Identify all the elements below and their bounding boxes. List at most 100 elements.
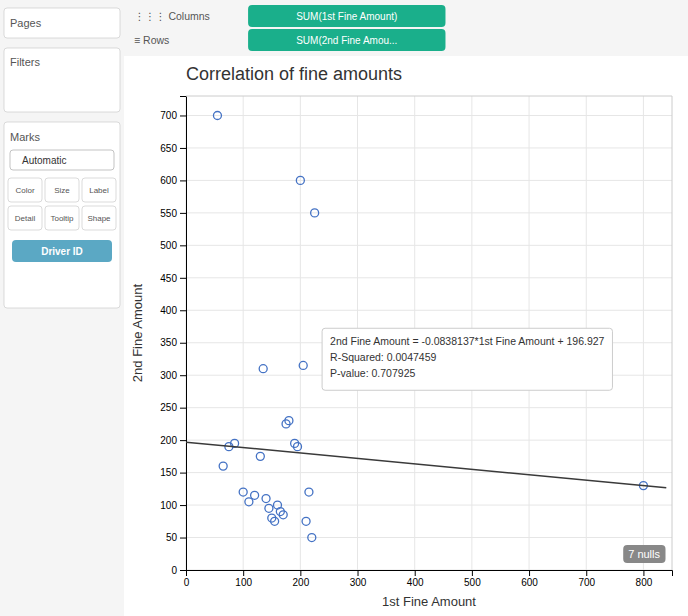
tick-mark (180, 115, 186, 116)
tick-label: 550 (160, 208, 177, 219)
tick: 100 (235, 570, 252, 588)
scatter-point (279, 511, 287, 519)
tick-label: 0 (184, 577, 190, 588)
toolbar-label: ≡ Rows (134, 34, 169, 46)
grid-line (186, 212, 672, 213)
marks-button[interactable] (82, 178, 116, 202)
scatter-point (308, 534, 316, 542)
tick-label: 300 (160, 370, 177, 381)
tooltip-annotation: 2nd Fine Amount = -0.0838137*1st Fine Am… (322, 328, 612, 390)
tick: 250 (160, 402, 186, 413)
sidebar-background (0, 0, 124, 616)
nulls-badge-box[interactable] (623, 545, 665, 563)
grid-line (186, 245, 672, 246)
y-axis-line (180, 97, 187, 571)
grid-line (186, 147, 672, 148)
grid-line (186, 505, 672, 506)
grid-line (186, 115, 672, 116)
tick: 700 (160, 110, 186, 121)
field-pill[interactable] (12, 240, 112, 262)
toolbar-label: SUM(1st Fine Amount) (296, 11, 397, 22)
marks-button[interactable] (45, 178, 79, 202)
tick-mark (180, 148, 186, 149)
pages-panel (4, 8, 120, 38)
sidebar-label: Marks (10, 131, 40, 143)
sidebar-label: Color (15, 186, 34, 195)
tick: 600 (521, 570, 538, 588)
tick-mark (529, 570, 530, 576)
filters-panel (4, 48, 120, 112)
tick: 350 (160, 337, 186, 348)
tick-label: 0 (171, 565, 177, 576)
sidebar-label: Size (54, 186, 70, 195)
tick-label: 700 (160, 110, 177, 121)
scatter-point (265, 504, 273, 512)
mark-type-dropdown[interactable] (10, 150, 114, 170)
tick-label: 300 (350, 577, 367, 588)
tick-mark (180, 213, 186, 214)
toolbar-background (124, 0, 688, 56)
grid-line (186, 407, 672, 408)
tick: 150 (160, 467, 186, 478)
tick: 400 (407, 570, 424, 588)
marks (186, 111, 666, 541)
tooltip-line: R-Squared: 0.0047459 (330, 351, 436, 363)
sidebar-label: Filters (10, 56, 40, 68)
tick-label: 450 (160, 273, 177, 284)
scatter-point (256, 452, 264, 460)
scatter-point (311, 209, 319, 217)
tick-label: 200 (293, 577, 310, 588)
marks-button[interactable] (8, 178, 42, 202)
tick-mark (180, 245, 186, 246)
tick-label: 650 (160, 143, 177, 154)
scatter-point (213, 111, 221, 119)
grid-line (186, 277, 672, 278)
chart-title: Correlation of fine amounts (186, 64, 402, 84)
marks-button[interactable] (8, 206, 42, 230)
sidebar-label: Label (89, 186, 109, 195)
tick: 0 (171, 565, 186, 576)
row-pill[interactable] (248, 29, 445, 51)
chart-root: PagesFiltersMarksAutomaticColorSizeLabel… (0, 0, 688, 616)
tick-mark (243, 570, 244, 576)
tick: 500 (464, 570, 481, 588)
tick-mark (180, 505, 186, 506)
column-pill[interactable] (248, 5, 445, 27)
tick-mark (472, 570, 473, 576)
tick-mark (180, 538, 186, 539)
tick-label: 400 (160, 305, 177, 316)
marks-button[interactable] (82, 206, 116, 230)
tick-mark (180, 570, 186, 571)
tick: 50 (166, 532, 186, 543)
tick-mark (180, 375, 186, 376)
tooltip-box (322, 328, 612, 390)
x-axis-title: 1st Fine Amount (382, 594, 476, 609)
tick-mark (180, 310, 186, 311)
scatter-point (259, 365, 267, 373)
tick-mark (180, 408, 186, 409)
marks-button[interactable] (45, 206, 79, 230)
tick-label: 600 (160, 175, 177, 186)
sidebar-label: Driver ID (41, 246, 83, 257)
tick: 600 (160, 175, 186, 186)
tick: 100 (160, 500, 186, 511)
x-axis-line (187, 571, 673, 577)
grid-line (186, 472, 672, 473)
tick-label: 400 (407, 577, 424, 588)
tick-label: 150 (160, 467, 177, 478)
tick: 200 (160, 435, 186, 446)
grid-line (186, 537, 672, 538)
tick: 700 (578, 570, 595, 588)
tick-mark (300, 570, 301, 576)
tick-mark (180, 180, 186, 181)
tick-label: 100 (235, 577, 252, 588)
tick-mark (180, 343, 186, 344)
grid-line (243, 96, 244, 570)
tick-label: 800 (636, 577, 653, 588)
sidebar: PagesFiltersMarksAutomaticColorSizeLabel… (0, 0, 124, 616)
tick-label: 250 (160, 402, 177, 413)
tick-label: 500 (160, 240, 177, 251)
scatter-point (299, 361, 307, 369)
tick-label: 50 (166, 532, 178, 543)
scatter-point (245, 498, 253, 506)
